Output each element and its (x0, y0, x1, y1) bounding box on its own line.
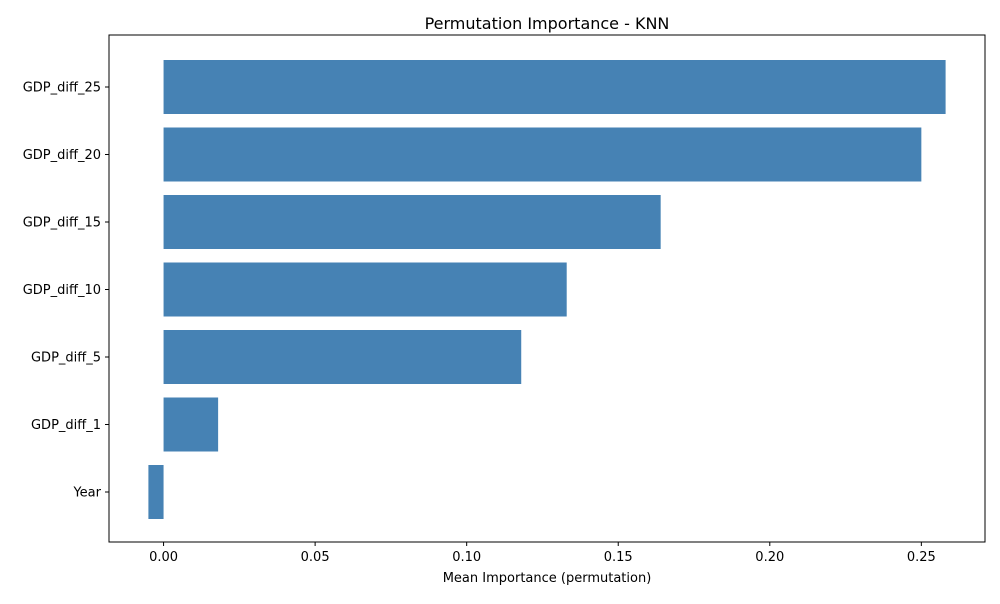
x-tick-label: 0.20 (755, 550, 784, 565)
x-axis-title: Mean Importance (permutation) (443, 571, 652, 586)
bar-gdp-diff-1 (163, 397, 219, 452)
bar-gdp-diff-10 (163, 262, 567, 317)
y-tick-label: Year (72, 486, 101, 501)
x-axis-ticks: 0.00 0.05 0.10 0.15 0.20 0.25 (149, 542, 936, 565)
y-tick-label: GDP_diff_5 (31, 351, 101, 366)
x-tick-label: 0.05 (301, 550, 330, 565)
bar-gdp-diff-15 (163, 195, 661, 249)
y-tick-label: GDP_diff_20 (23, 148, 101, 163)
chart-title: Permutation Importance - KNN (425, 14, 670, 33)
y-axis-ticks: GDP_diff_25 GDP_diff_20 GDP_diff_15 GDP_dif… (23, 81, 109, 501)
bar-gdp-diff-25 (163, 60, 946, 114)
plot-frame (108, 34, 986, 543)
y-tick-label: GDP_diff_1 (31, 418, 101, 433)
bar-gdp-diff-5 (163, 330, 522, 384)
y-tick-label: GDP_diff_25 (23, 81, 101, 96)
bar-gdp-diff-20 (163, 127, 922, 182)
bar-year (148, 465, 164, 519)
x-tick-label: 0.15 (604, 550, 633, 565)
y-tick-label: GDP_diff_10 (23, 283, 101, 298)
x-tick-label: 0.25 (907, 550, 936, 565)
x-tick-label: 0.10 (452, 550, 481, 565)
bars-group (148, 60, 946, 519)
y-tick-label: GDP_diff_15 (23, 216, 101, 231)
x-tick-label: 0.00 (149, 550, 178, 565)
